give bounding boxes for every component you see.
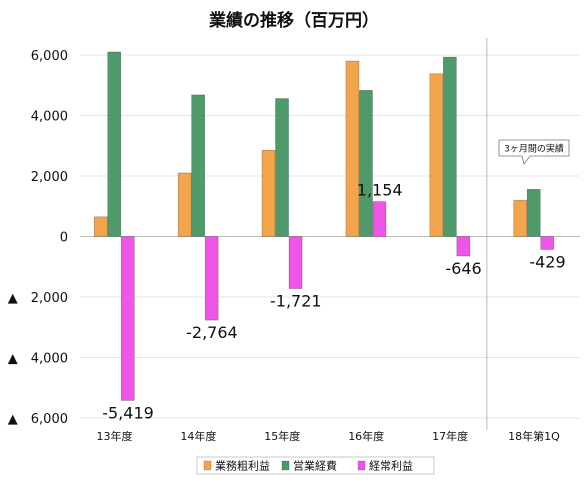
bar-gross-profit — [261, 149, 276, 237]
y-tick-label: ▲ 4,000 — [8, 352, 68, 367]
bar-gross-profit — [429, 73, 444, 237]
bar-operating-expense — [107, 51, 122, 237]
y-tick-label: ▲ 2,000 — [8, 291, 68, 306]
bar-operating-expense — [359, 90, 373, 237]
x-tick-label: 13年度 — [97, 429, 133, 443]
data-label: -1,721 — [270, 292, 322, 311]
y-tick-label: ▲ 6,000 — [8, 412, 68, 427]
bar-operating-expense — [275, 98, 289, 237]
y-tick-label: 2,000 — [31, 170, 68, 185]
data-label: -646 — [445, 259, 481, 278]
callout: 3ヶ月間の実績 — [498, 139, 570, 165]
data-label: -429 — [529, 252, 565, 271]
x-tick-label: 16年度 — [348, 429, 384, 443]
x-tick-label: 17年度 — [432, 429, 468, 443]
callout-text: 3ヶ月間の実績 — [504, 143, 564, 155]
legend-label: 営業経費 — [293, 459, 337, 473]
bar-ordinary-profit — [120, 236, 135, 401]
bar-gross-profit — [93, 216, 108, 237]
chart-title: 業績の推移（百万円） — [209, 10, 379, 31]
data-label: -5,419 — [102, 403, 154, 422]
bar-operating-expense — [443, 56, 457, 237]
legend-box — [196, 456, 435, 475]
data-label: -2,764 — [186, 323, 238, 342]
bar-ordinary-profit — [456, 236, 471, 257]
gridlines — [80, 38, 580, 430]
x-tick-label: 14年度 — [180, 429, 216, 443]
legend-swatch — [281, 460, 290, 471]
callout-box — [498, 139, 570, 165]
bars — [93, 51, 555, 401]
x-axis: 13年度 14年度 15年度 16年度 17年度 18年第1Q — [97, 429, 561, 443]
data-labels: -5,419 -2,764 -1,721 1,154 -646 -429 — [102, 181, 565, 423]
bar-ordinary-profit — [288, 236, 303, 289]
x-tick-label: 15年度 — [264, 429, 300, 443]
legend-label: 業務粗利益 — [215, 459, 270, 473]
legend: 業務粗利益 営業経費 経常利益 — [196, 456, 435, 475]
y-tick-label: 6,000 — [31, 49, 68, 64]
bar-gross-profit — [345, 60, 360, 237]
data-label: 1,154 — [357, 181, 403, 200]
x-tick-label: 18年第1Q — [508, 429, 560, 443]
bar-operating-expense — [191, 94, 205, 237]
bar-ordinary-profit — [372, 201, 387, 237]
bar-ordinary-profit — [204, 236, 219, 321]
legend-swatch — [203, 460, 212, 471]
legend-label: 経常利益 — [369, 459, 413, 473]
bar-gross-profit — [513, 199, 528, 237]
bar-operating-expense — [526, 189, 541, 237]
y-tick-label: 0 — [60, 231, 68, 246]
legend-swatch — [357, 460, 366, 471]
bar-gross-profit — [177, 172, 192, 237]
y-axis: 6,000 4,000 2,000 0 ▲ 2,000 ▲ 4,000 ▲ 6,000 — [8, 49, 68, 427]
y-tick-label: 4,000 — [31, 110, 68, 125]
bar-ordinary-profit — [540, 236, 555, 250]
